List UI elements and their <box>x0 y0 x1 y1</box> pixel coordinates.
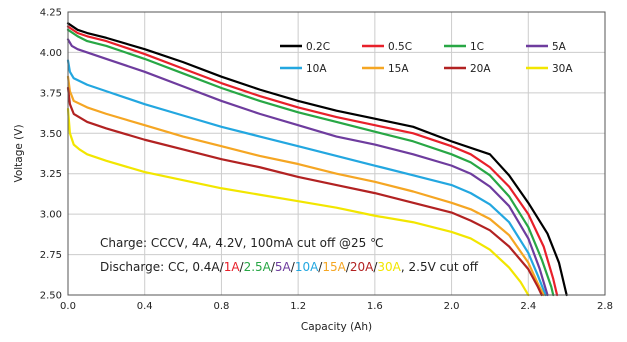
discharge-prefix: Discharge: CC, 0.4A/ <box>100 260 225 274</box>
x-tick-label: 2.4 <box>520 301 536 312</box>
series-line-30a <box>66 107 530 297</box>
series-line-15a <box>66 75 545 297</box>
x-tick-label: 0.0 <box>60 301 76 312</box>
discharge-conditions-note: Discharge: CC, 0.4A/1A/2.5A/5A/10A/15A/2… <box>100 260 479 274</box>
legend-label: 30A <box>552 63 573 75</box>
x-tick-label: 0.4 <box>137 301 153 312</box>
series-line-0-5c <box>66 25 559 297</box>
x-tick-label: 2.8 <box>597 301 613 312</box>
charge-conditions-note: Charge: CCCV, 4A, 4.2V, 100mA cut off @2… <box>100 236 384 250</box>
y-tick-label: 2.50 <box>40 291 62 302</box>
discharge-rate-label: 20A <box>350 260 374 274</box>
series-curves <box>66 22 568 297</box>
legend-label: 0.2C <box>306 41 330 53</box>
discharge-rate-label: 1A <box>224 260 241 274</box>
discharge-separator: / <box>240 260 245 274</box>
y-tick-label: 3.25 <box>40 169 62 180</box>
series-line-20a <box>66 86 543 297</box>
legend-label: 20A <box>470 63 491 75</box>
legend: 0.2C 0.5C 1C 5A 10A 15A 20A 30A <box>280 41 573 75</box>
legend-label: 1C <box>470 41 484 53</box>
discharge-separator: / <box>346 260 351 274</box>
legend-label: 10A <box>306 63 327 75</box>
x-tick-label: 1.6 <box>367 301 383 312</box>
x-tick-label: 0.8 <box>213 301 229 312</box>
series-line-5a <box>66 38 549 297</box>
discharge-separator: / <box>318 260 323 274</box>
discharge-suffix: , 2.5V cut off <box>401 260 479 274</box>
y-tick-label: 3.50 <box>40 129 62 140</box>
plot-area-frame <box>67 11 606 296</box>
axis-tick-labels: 0.0 0.4 0.8 1.2 1.6 2.0 2.4 2.8 2.50 2.75 3.00 3.25… <box>40 8 613 313</box>
y-tick-label: 4.25 <box>40 8 62 19</box>
legend-label: 15A <box>388 63 409 75</box>
legend-label: 5A <box>552 41 567 53</box>
x-tick-label: 1.2 <box>290 301 306 312</box>
series-line-10a <box>66 59 547 297</box>
x-axis-title: Capacity (Ah) <box>301 321 372 333</box>
discharge-separator: / <box>373 260 378 274</box>
x-tick-label: 2.0 <box>444 301 460 312</box>
series-line-1c <box>66 28 555 297</box>
discharge-rate-label: 15A <box>322 260 346 274</box>
y-tick-label: 4.00 <box>40 48 62 59</box>
legend-label: 0.5C <box>388 41 412 53</box>
y-tick-label: 3.00 <box>40 210 62 221</box>
discharge-separator: / <box>291 260 296 274</box>
discharge-separator: / <box>271 260 276 274</box>
series-line-0-2c <box>66 22 568 297</box>
discharge-rate-label: 10A <box>295 260 319 274</box>
y-tick-label: 2.75 <box>40 250 62 261</box>
y-tick-label: 3.75 <box>40 88 62 99</box>
discharge-rate-label: 30A <box>377 260 401 274</box>
discharge-rate-label: 5A <box>275 260 292 274</box>
discharge-rate-label: 2.5A <box>244 260 272 274</box>
y-axis-title: Voltage (V) <box>13 124 25 182</box>
